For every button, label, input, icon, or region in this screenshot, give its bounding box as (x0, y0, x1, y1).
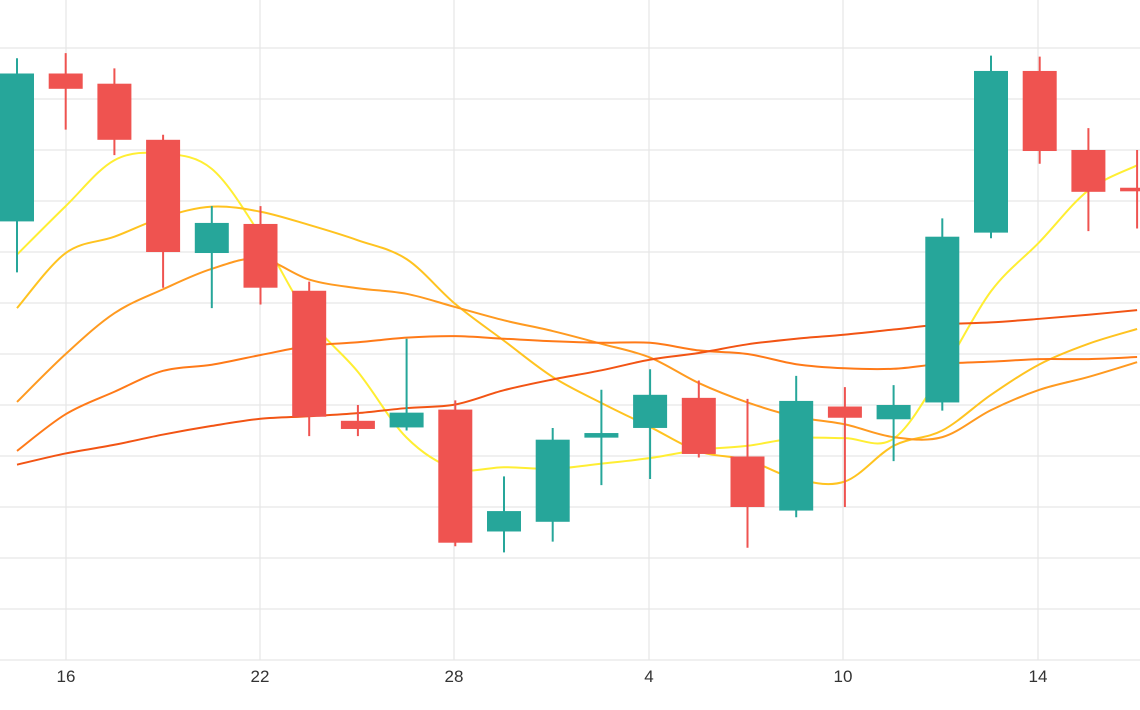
candles (0, 53, 1140, 553)
moving-average-line-4 (16, 335, 1138, 452)
x-tick-label: 22 (251, 667, 270, 686)
candle-body (243, 223, 278, 288)
x-tick-label: 14 (1029, 667, 1048, 686)
candle-body (340, 420, 375, 429)
candle-down (827, 387, 862, 507)
candle-down (243, 206, 278, 305)
moving-average-line-3 (16, 257, 1138, 441)
candle-body (633, 394, 668, 428)
candle-body (925, 236, 960, 403)
candle-down (292, 281, 327, 437)
candle-up (487, 476, 521, 553)
x-tick-label: 16 (57, 667, 76, 686)
candle-body (97, 83, 132, 140)
candle-down (1120, 150, 1140, 229)
candle-up (876, 385, 911, 462)
moving-average-line-2 (16, 205, 1138, 486)
candle-up (974, 55, 1008, 239)
candle-body (194, 222, 229, 254)
candle-up (194, 206, 229, 309)
candle-body (730, 456, 765, 507)
candle-down (48, 53, 83, 130)
x-tick-label: 10 (834, 667, 853, 686)
x-axis: 16 22 28 4 10 14 (57, 667, 1048, 686)
candle-body (1120, 187, 1140, 192)
candle-up (535, 427, 570, 542)
moving-average-lines (16, 151, 1138, 486)
candle-body (974, 70, 1008, 233)
candle-body (48, 73, 83, 89)
candle-body (389, 412, 424, 428)
candle-down (146, 134, 181, 288)
candle-down (340, 405, 375, 437)
candle-body (292, 290, 327, 417)
candle-up (925, 218, 960, 411)
candle-down (681, 380, 716, 458)
x-tick-label: 28 (445, 667, 464, 686)
candle-down (1071, 128, 1106, 232)
candle-body (0, 73, 34, 222)
candle-body (827, 406, 862, 418)
candle-body (779, 400, 814, 511)
candle-up (389, 338, 424, 431)
candle-up (633, 369, 668, 479)
candle-down (1022, 56, 1057, 164)
x-tick-label: 4 (644, 667, 653, 686)
candle-body (1071, 150, 1106, 192)
candle-down (730, 398, 765, 548)
grid (0, 0, 1140, 661)
candle-body (438, 409, 473, 543)
candle-body (146, 139, 181, 252)
candle-up (779, 375, 814, 518)
candle-down (97, 68, 132, 156)
candle-up (584, 389, 619, 486)
candle-down (438, 400, 473, 547)
candle-body (535, 439, 570, 522)
candle-body (487, 511, 521, 532)
candle-body (1022, 70, 1057, 152)
candle-body (584, 433, 619, 438)
moving-average-line-5 (16, 309, 1138, 466)
candle-body (681, 397, 716, 454)
candle-body (876, 405, 911, 420)
candle-up (0, 58, 34, 273)
